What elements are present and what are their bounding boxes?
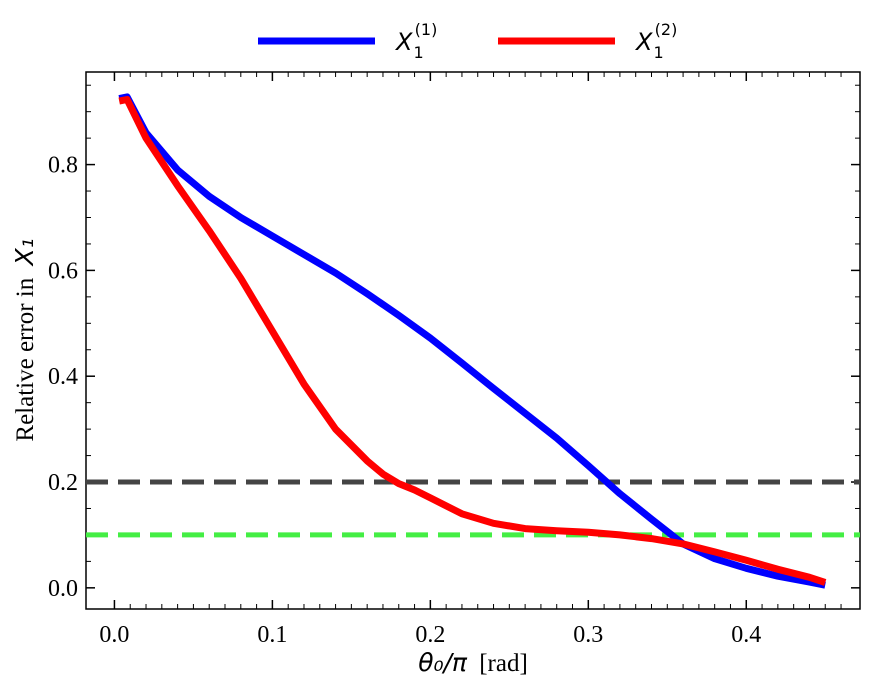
x-tick-label: 0.0: [99, 622, 129, 648]
legend-label-2: X1(2): [634, 20, 677, 62]
x-tick-label: 0.2: [415, 622, 445, 648]
reference-lines: [86, 479, 860, 538]
x-tick-label: 0.4: [731, 622, 761, 648]
major-ticks: [86, 72, 860, 609]
legend-label-1: X1(1): [394, 20, 437, 62]
y-tick-labels: 0.0 0.2 0.4 0.6 0.8: [48, 153, 78, 602]
legend: X1(1) X1(2): [258, 20, 677, 62]
x-axis-label: θ₀/π [rad]: [418, 648, 528, 677]
series-line-2: [118, 96, 827, 586]
y-axis-label: Relative error in X₁: [10, 238, 39, 441]
y-tick-label: 0.4: [48, 364, 78, 390]
x-tick-labels: 0.0 0.1 0.2 0.3 0.4: [99, 622, 761, 648]
data-series: [118, 93, 827, 589]
y-tick-label: 0.6: [48, 258, 78, 284]
x-tick-label: 0.1: [257, 622, 287, 648]
series-line-1: [118, 93, 826, 589]
plot-area: [85, 71, 861, 610]
plot-frame: [85, 71, 861, 610]
x-tick-label: 0.3: [573, 622, 603, 648]
y-tick-label: 0.0: [48, 576, 78, 602]
y-tick-label: 0.2: [48, 470, 78, 496]
y-tick-label: 0.8: [48, 153, 78, 179]
minor-ticks: [86, 72, 860, 609]
